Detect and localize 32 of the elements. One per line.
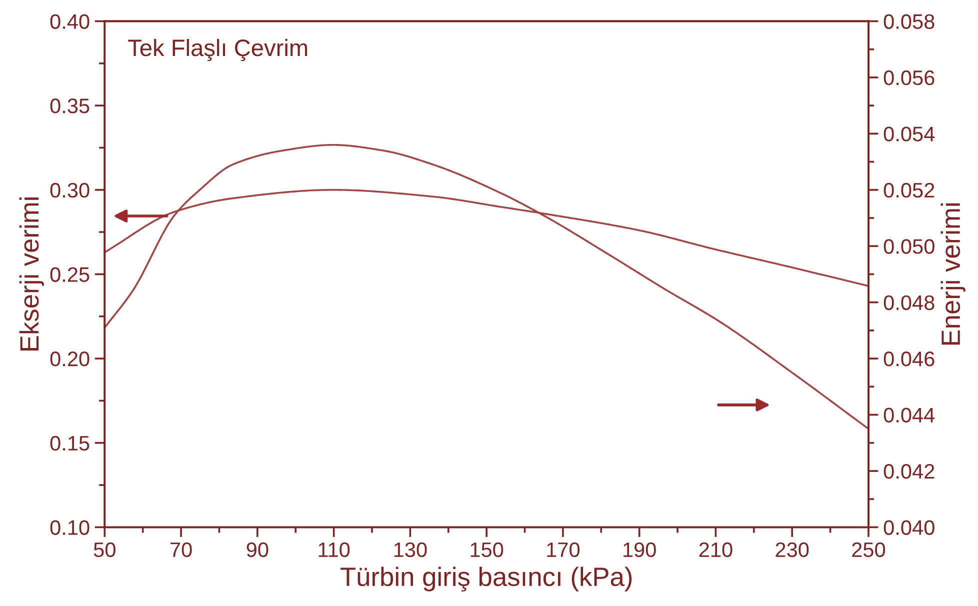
x-tick-label: 90	[246, 542, 268, 558]
y-tick-label: 0.20	[50, 352, 90, 366]
y-tick-label: 0.15	[50, 436, 90, 451]
x-tick-label: 130	[394, 542, 427, 558]
y-tick-label: 0.10	[50, 520, 90, 535]
y-tick-label: 0.30	[50, 182, 90, 198]
y2-tick-label: 0.044	[884, 408, 935, 423]
x-tick-label: 150	[470, 542, 504, 558]
y-tick-label: 0.25	[50, 267, 90, 282]
y-axis-title: Ekserji verimi	[19, 198, 44, 350]
x-tick-label: 50	[94, 542, 116, 558]
y-tick-label: 0.40	[50, 14, 90, 29]
y2-tick-label: 0.056	[884, 70, 934, 86]
y2-tick-label: 0.052	[884, 182, 934, 198]
y2-tick-label: 0.040	[884, 520, 934, 535]
x-tick-label: 110	[318, 542, 350, 558]
y2-axis-title: Enerji verimi	[940, 203, 966, 345]
y2-tick-label: 0.042	[884, 464, 934, 479]
x-tick-label: 230	[776, 542, 809, 558]
x-tick-label: 250	[852, 542, 886, 558]
y2-tick-label: 0.048	[884, 295, 934, 310]
y-tick-label: 0.35	[50, 98, 90, 114]
text: Tek Flaşlı Çevrim	[128, 38, 308, 62]
x-tick-label: 170	[547, 542, 580, 558]
y2-tick-label: 0.046	[884, 352, 934, 366]
y2-tick-label: 0.050	[884, 239, 934, 254]
x-tick-label: 190	[624, 542, 656, 558]
x-tick-label: 210	[699, 542, 732, 558]
x-tick-label: 70	[170, 542, 192, 558]
y2-tick-label: 0.058	[884, 14, 934, 29]
y2-tick-label: 0.054	[884, 126, 935, 142]
x-axis-title: Türbin giriş basıncı (kPa)	[340, 566, 632, 592]
